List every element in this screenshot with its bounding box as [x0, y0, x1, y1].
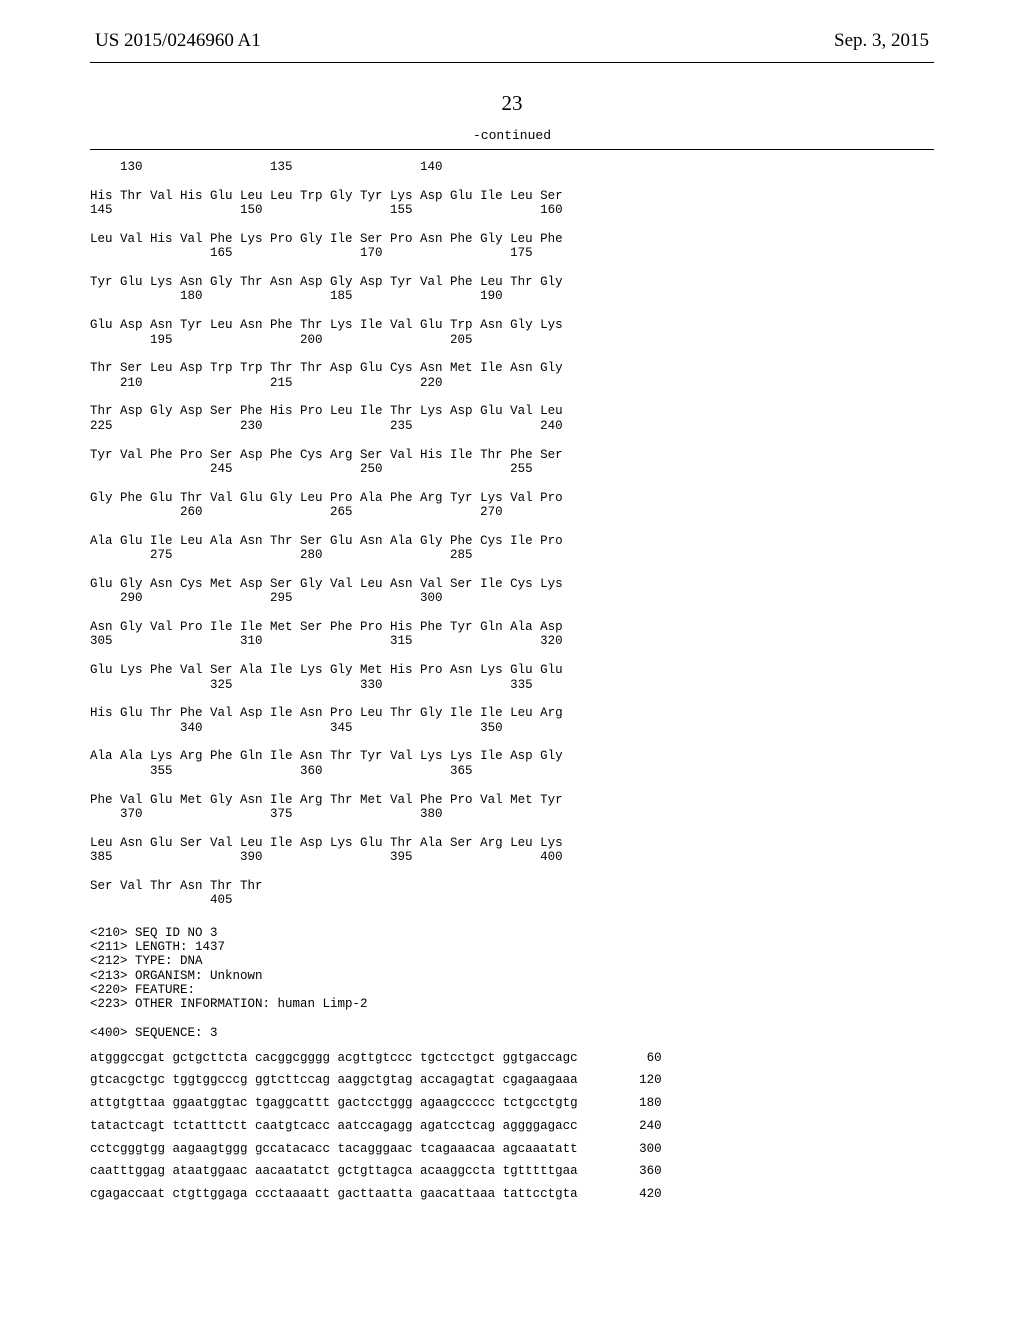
nucleotide-row: atgggccgat gctgcttcta cacggcgggg acgttgt… [90, 1051, 662, 1065]
protein-sequence-block: 130 135 140 His Thr Val His Glu Leu Leu … [90, 160, 934, 908]
nucleotide-row: cgagaccaat ctgttggaga ccctaaaatt gacttaa… [90, 1187, 662, 1201]
nucleotide-pos: 360 [578, 1164, 662, 1178]
nucleotide-pos: 180 [578, 1096, 662, 1110]
nucleotide-row: cctcgggtgg aagaagtggg gccatacacc tacaggg… [90, 1142, 662, 1156]
nucleotide-seq: attgtgttaa ggaatggtac tgaggcattt gactcct… [90, 1096, 578, 1110]
page-number: 23 [90, 91, 934, 116]
nucleotide-pos: 240 [578, 1119, 662, 1133]
nucleotide-seq: cgagaccaat ctgttggaga ccctaaaatt gacttaa… [90, 1187, 578, 1201]
nucleotide-pos: 120 [578, 1073, 662, 1087]
nucleotide-pos: 60 [578, 1051, 662, 1065]
nucleotide-seq: cctcgggtgg aagaagtggg gccatacacc tacaggg… [90, 1142, 578, 1156]
nucleotide-table: atgggccgat gctgcttcta cacggcgggg acgttgt… [90, 1051, 662, 1210]
sequence-meta-block: <210> SEQ ID NO 3 <211> LENGTH: 1437 <21… [90, 926, 934, 1041]
nucleotide-pos: 420 [578, 1187, 662, 1201]
header-rule [90, 62, 934, 63]
nucleotide-row: attgtgttaa ggaatggtac tgaggcattt gactcct… [90, 1096, 662, 1110]
continued-label: -continued [90, 128, 934, 143]
nucleotide-seq: caatttggag ataatggaac aacaatatct gctgtta… [90, 1164, 578, 1178]
publication-number: US 2015/0246960 A1 [95, 30, 261, 52]
nucleotide-pos: 300 [578, 1142, 662, 1156]
nucleotide-seq: gtcacgctgc tggtggcccg ggtcttccag aaggctg… [90, 1073, 578, 1087]
page-header: US 2015/0246960 A1 Sep. 3, 2015 [90, 30, 934, 52]
inner-rule-top [90, 149, 934, 150]
nucleotide-seq: atgggccgat gctgcttcta cacggcgggg acgttgt… [90, 1051, 578, 1065]
publication-date: Sep. 3, 2015 [834, 30, 929, 52]
nucleotide-row: caatttggag ataatggaac aacaatatct gctgtta… [90, 1164, 662, 1178]
nucleotide-row: gtcacgctgc tggtggcccg ggtcttccag aaggctg… [90, 1073, 662, 1087]
nucleotide-seq: tatactcagt tctatttctt caatgtcacc aatccag… [90, 1119, 578, 1133]
nucleotide-row: tatactcagt tctatttctt caatgtcacc aatccag… [90, 1119, 662, 1133]
